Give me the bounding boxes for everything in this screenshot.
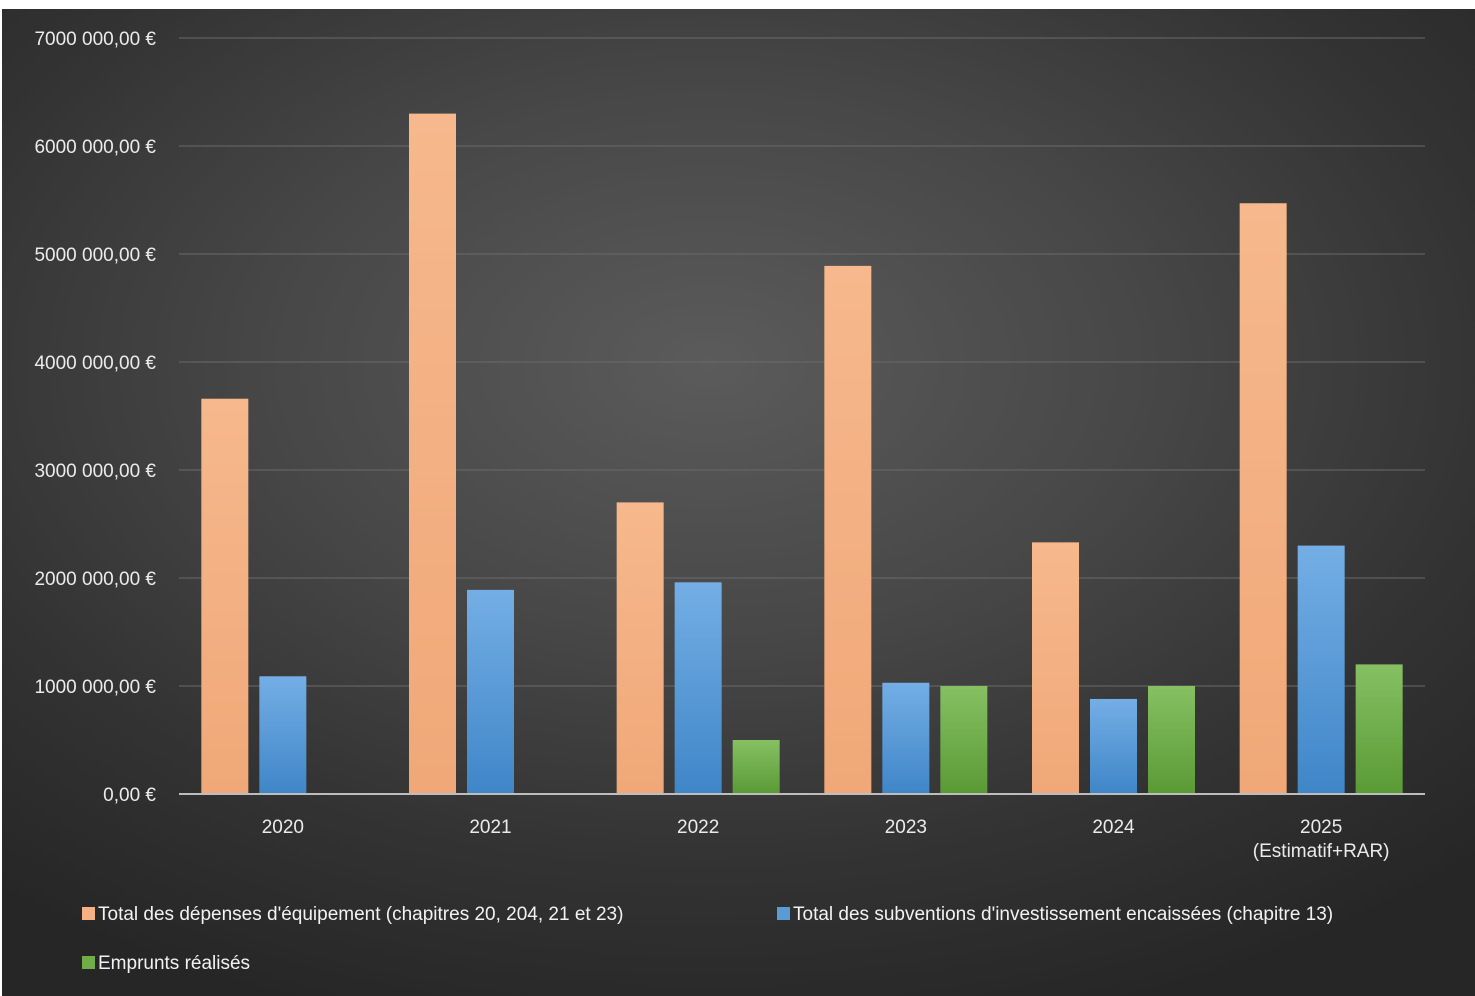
legend-label: Total des dépenses d'équipement (chapitr… (98, 904, 623, 925)
y-tick-label: 6000 000,00 € (34, 137, 156, 158)
bar-series-2 (467, 589, 514, 794)
legend-item: Total des subventions d'investissement e… (777, 904, 1333, 925)
bar-series-2 (1297, 545, 1345, 794)
bars (201, 113, 1403, 795)
bar-series-1 (409, 113, 456, 795)
legend-label: Emprunts réalisés (98, 953, 250, 974)
y-tick-label: 0,00 € (103, 785, 156, 806)
legend-swatch (82, 956, 95, 969)
bar-series-3 (940, 686, 988, 794)
y-tick-label: 5000 000,00 € (34, 245, 156, 266)
bar-series-1 (616, 502, 664, 794)
bar-series-1 (1239, 203, 1287, 795)
legend-swatch (82, 907, 95, 920)
y-axis-tick-labels: 0,00 € 1000 000,00 € 2000 000,00 € 3000 000… (34, 29, 156, 806)
bar-series-1 (201, 398, 249, 794)
legend-label: Total des subventions d'investissement e… (793, 904, 1333, 925)
bar-series-2 (674, 582, 722, 794)
x-axis-tick-labels: 2020 2021 2022 2023 2024 2025 (Estimatif+RAR) (262, 817, 1390, 862)
bar-series-3 (732, 740, 780, 794)
y-tick-label: 3000 000,00 € (34, 461, 156, 482)
gridlines (179, 37, 1425, 687)
x-tick-label: 2023 (885, 817, 927, 838)
legend-swatch (777, 907, 790, 920)
bar-series-3 (1148, 686, 1195, 794)
bar-series-2 (1090, 698, 1137, 794)
bar-series-3 (1355, 664, 1403, 794)
y-tick-label: 1000 000,00 € (34, 677, 156, 698)
x-tick-label: 2022 (677, 817, 719, 838)
x-tick-label: 2021 (469, 817, 511, 838)
legend: Total des dépenses d'équipement (chapitr… (82, 904, 1333, 974)
bar-series-2 (882, 682, 930, 794)
bar-series-1 (824, 265, 872, 794)
bar-series-2 (259, 676, 307, 794)
y-tick-label: 7000 000,00 € (34, 29, 156, 50)
x-tick-label: 2024 (1092, 817, 1135, 838)
bar-series-1 (1032, 542, 1079, 794)
y-tick-label: 2000 000,00 € (34, 569, 156, 590)
x-tick-label: 2025 (Estimatif+RAR) (1253, 817, 1390, 862)
legend-item: Total des dépenses d'équipement (chapitr… (82, 904, 623, 925)
bar-chart: 0,00 € 1000 000,00 € 2000 000,00 € 3000 000… (34, 29, 1425, 974)
x-tick-label: 2020 (262, 817, 304, 838)
y-tick-label: 4000 000,00 € (34, 353, 156, 374)
chart-area: 0,00 € 1000 000,00 € 2000 000,00 € 3000 000… (2, 9, 1475, 996)
legend-item: Emprunts réalisés (82, 953, 250, 974)
